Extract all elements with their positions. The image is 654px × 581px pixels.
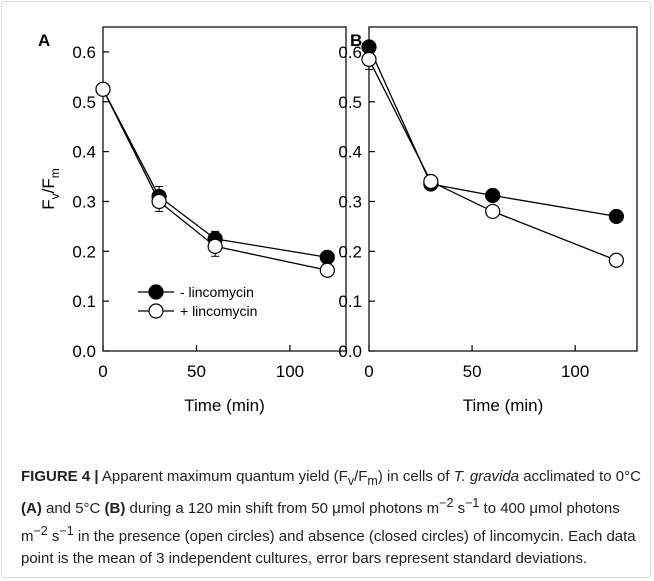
caption-text: Apparent maximum quantum yield (F bbox=[98, 468, 348, 485]
data-point-open bbox=[207, 238, 223, 254]
x-axis-label: Time (min) bbox=[184, 396, 265, 415]
data-point-open bbox=[423, 173, 439, 190]
legend-marker-open bbox=[148, 303, 164, 319]
caption-ref-b: (B) bbox=[104, 500, 126, 517]
data-point-open bbox=[151, 193, 167, 210]
y-tick-label: 0.0 bbox=[72, 342, 96, 361]
data-point-open bbox=[485, 203, 501, 220]
caption-label: FIGURE 4 | bbox=[21, 468, 99, 485]
caption-sub: m bbox=[367, 474, 378, 488]
y-axis-label-part: F bbox=[39, 199, 58, 209]
data-point-open bbox=[319, 262, 335, 278]
x-tick-label: 50 bbox=[187, 362, 206, 381]
y-axis-label-subscript: v bbox=[48, 193, 62, 199]
y-tick-label: 0.1 bbox=[72, 292, 96, 311]
caption-text: /F bbox=[354, 468, 368, 485]
x-tick-label: 0 bbox=[98, 362, 107, 381]
caption-sup: −2 bbox=[33, 524, 48, 538]
series-line-plus-lincomycin bbox=[102, 89, 328, 271]
series-line-minus-lincomycin bbox=[368, 46, 617, 218]
y-tick-label: 0.4 bbox=[72, 143, 96, 162]
y-tick-label: 0.0 bbox=[338, 342, 362, 361]
caption-text: s bbox=[453, 500, 466, 517]
y-axis-label-group: Fv/Fm bbox=[39, 168, 62, 210]
panel-label: B bbox=[350, 31, 362, 50]
plot-area-frame bbox=[102, 26, 347, 352]
caption-sub: v bbox=[347, 474, 355, 488]
caption-text: during a 120 min shift from 50 μmol phot… bbox=[125, 500, 440, 517]
data-point-open bbox=[608, 252, 624, 268]
panel-label: A bbox=[38, 31, 50, 50]
caption-sup: −1 bbox=[465, 496, 480, 510]
y-axis-label-part: /F bbox=[39, 178, 58, 193]
plot-area-frame bbox=[368, 26, 638, 352]
y-tick-label: 0.2 bbox=[338, 242, 362, 261]
series-line-minus-lincomycin bbox=[102, 89, 328, 258]
data-point-open bbox=[95, 81, 111, 97]
figure-chart: A 0.0 0.1 0.2 0.3 0.4 0.5 0.6 0 50 100 Time (min) Fv… bbox=[38, 26, 638, 415]
caption-text: and 5°C bbox=[41, 500, 105, 517]
y-tick-label: 0.6 bbox=[338, 43, 362, 62]
caption-sup: −2 bbox=[439, 496, 454, 510]
series-line-plus-lincomycin bbox=[368, 59, 617, 261]
x-axis-label: Time (min) bbox=[463, 396, 544, 415]
legend-label: - lincomycin bbox=[180, 284, 254, 300]
y-tick-label: 0.5 bbox=[338, 93, 362, 112]
y-tick-label: 0.4 bbox=[338, 143, 362, 162]
x-tick-label: 0 bbox=[364, 362, 373, 381]
legend-marker-filled bbox=[148, 284, 164, 300]
data-point-open bbox=[361, 51, 377, 68]
caption-text: s bbox=[47, 528, 60, 545]
legend-label: + lincomycin bbox=[180, 303, 257, 319]
caption-species: T. gravida bbox=[453, 468, 520, 485]
x-tick-label: 100 bbox=[276, 362, 304, 381]
caption-text: acclimated to 0°C bbox=[519, 468, 641, 485]
y-axis-label-subscript: m bbox=[48, 168, 62, 178]
caption-text: to 400 μmol photons m bbox=[21, 500, 620, 545]
x-tick-label: 100 bbox=[561, 362, 589, 381]
y-tick-label: 0.6 bbox=[72, 43, 96, 62]
y-tick-label: 0.1 bbox=[338, 292, 362, 311]
y-axis-label: Fv/Fm bbox=[39, 168, 62, 210]
figure-caption: FIGURE 4 | Apparent maximum quantum yiel… bbox=[21, 466, 641, 570]
y-tick-label: 0.2 bbox=[72, 242, 96, 261]
y-tick-label: 0.5 bbox=[72, 93, 96, 112]
caption-ref-a: (A) bbox=[21, 500, 42, 517]
data-point-filled bbox=[319, 249, 335, 265]
data-point-filled bbox=[608, 208, 624, 225]
caption-text: in the presence (open circles) and absen… bbox=[21, 528, 636, 567]
x-tick-label: 50 bbox=[463, 362, 482, 381]
y-tick-label: 0.3 bbox=[338, 192, 362, 211]
caption-text: ) in cells of bbox=[377, 468, 454, 485]
data-point-filled bbox=[485, 187, 501, 204]
caption-sup: −1 bbox=[59, 524, 74, 538]
y-tick-label: 0.3 bbox=[72, 192, 96, 211]
